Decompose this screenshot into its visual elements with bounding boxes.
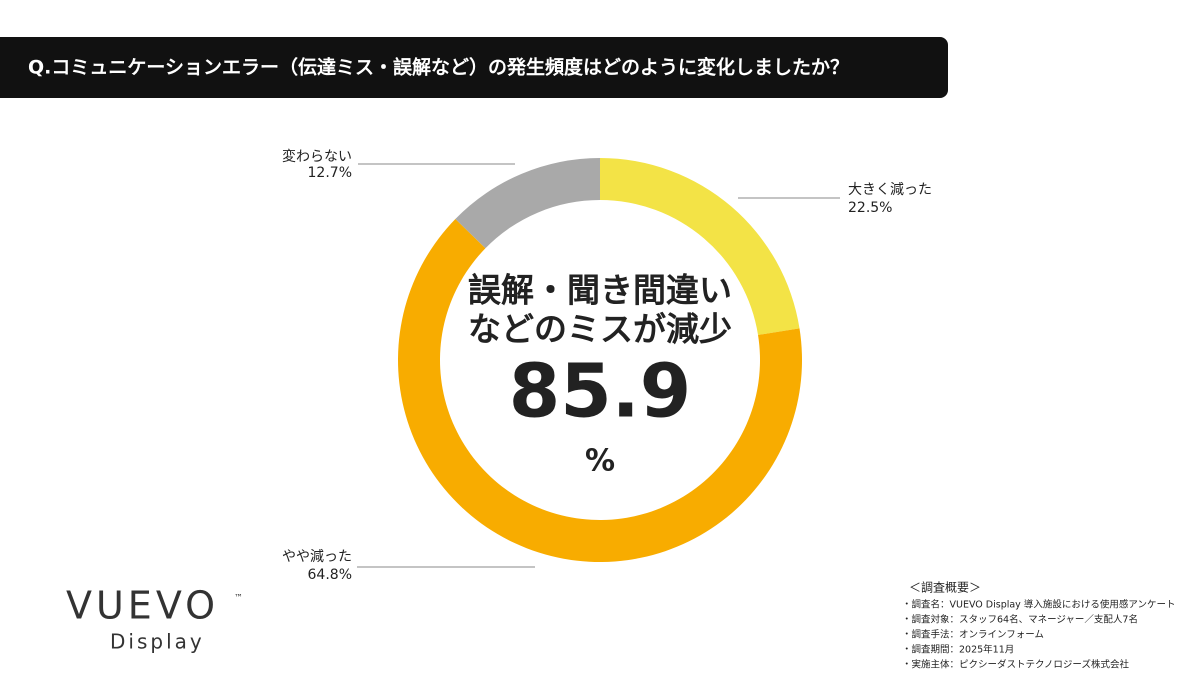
slice-value-label: 12.7% [308, 165, 352, 181]
survey-item: ・調査期間：2025年11月 [902, 644, 1014, 656]
slice-label: やや減った [282, 548, 352, 565]
survey-item: ・調査名：VUEVO Display 導入施設における使用感アンケート [902, 599, 1175, 611]
center-value: 85.9 [509, 349, 692, 435]
donut-slice [600, 158, 800, 335]
slice-label: 変わらない [282, 148, 352, 165]
survey-heading: ＜調査概要＞ [909, 581, 981, 595]
logo-name: VUEVO [66, 584, 219, 628]
survey-item: ・調査対象：スタッフ64名、マネージャー／支配人7名 [902, 614, 1138, 626]
slice-label: 大きく減った [848, 181, 932, 198]
donut-slice [398, 218, 802, 562]
title-banner [0, 37, 948, 98]
center-text: 誤解・聞き間違い [468, 271, 732, 310]
logo-mark: ™ [234, 594, 243, 604]
logo-sub: Display [110, 630, 205, 654]
survey-items: ・調査名：VUEVO Display 導入施設における使用感アンケート・調査対象… [902, 599, 1175, 671]
donut-slice [455, 158, 600, 249]
slice-value-label: 22.5% [848, 200, 892, 216]
survey-item: ・実施主体：ピクシーダストテクノロジーズ株式会社 [902, 659, 1129, 671]
survey-item: ・調査手法：オンラインフォーム [902, 629, 1044, 641]
slice-value-label: 64.8% [308, 567, 352, 583]
center-text: などのミスが減少 [468, 310, 732, 349]
center-unit: % [585, 444, 615, 479]
chart-title: Q.コミュニケーションエラー（伝達ミス・誤解など）の発生頻度はどのように変化しま… [28, 56, 849, 79]
